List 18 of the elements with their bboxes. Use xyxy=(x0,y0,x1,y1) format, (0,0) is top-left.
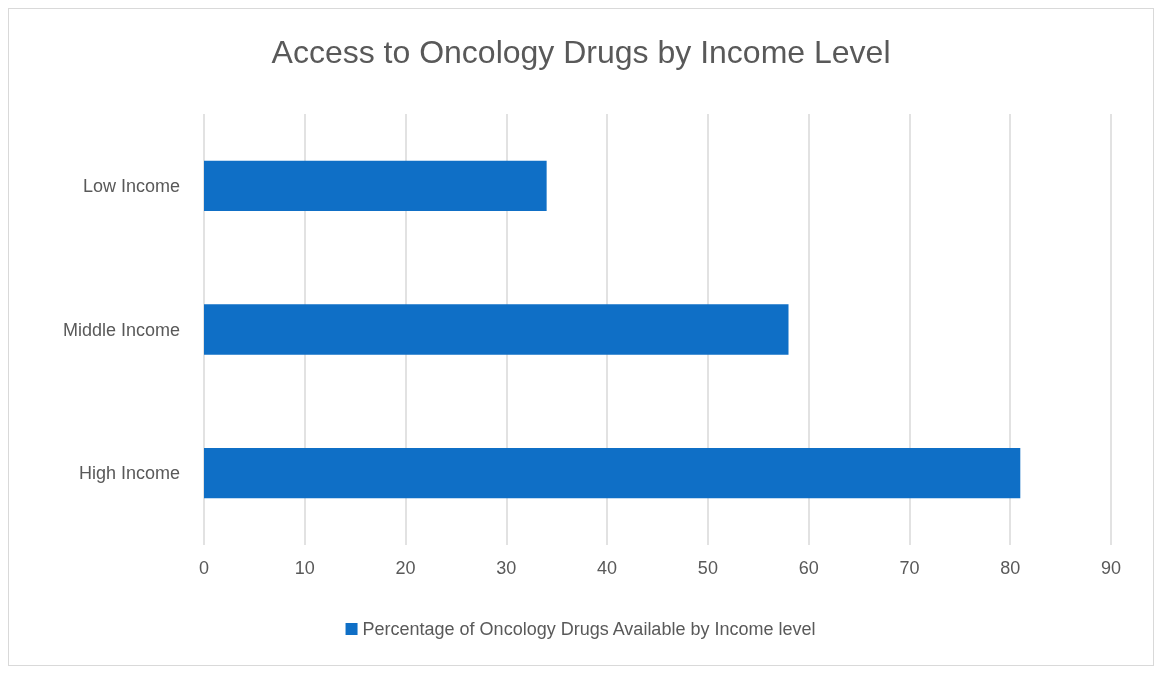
x-tick-label: 60 xyxy=(798,558,819,578)
x-tick-label: 0 xyxy=(198,558,210,578)
bar xyxy=(204,160,547,211)
x-tick-label: 70 xyxy=(899,558,920,578)
x-tick-label: 50 xyxy=(697,558,718,578)
y-tick-label: Middle Income xyxy=(62,319,180,340)
x-tick-label: 20 xyxy=(395,558,416,578)
x-tick-label: 80 xyxy=(1000,558,1021,578)
x-tick-label: 10 xyxy=(294,558,315,578)
legend-label: Percentage of Oncology Drugs Available by Income level xyxy=(362,619,816,639)
y-tick-label: High Income xyxy=(78,463,180,484)
x-tick-label: 40 xyxy=(597,558,618,578)
bar xyxy=(204,304,789,355)
x-tick-label: 90 xyxy=(1100,558,1122,578)
chart-title: Access to Oncology Drugs by Income Level xyxy=(271,34,891,70)
bar xyxy=(204,448,1021,499)
x-tick-label: 30 xyxy=(496,558,517,578)
y-tick-label: Low Income xyxy=(82,175,180,196)
